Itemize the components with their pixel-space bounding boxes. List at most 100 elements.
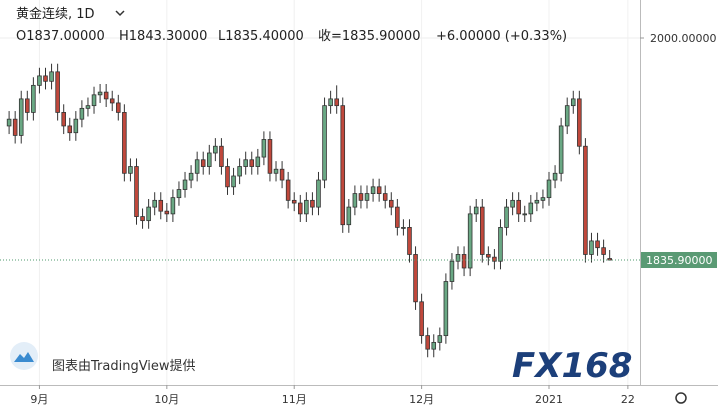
candle-body — [601, 247, 606, 255]
ohlc-close: 收=1835.90000 — [318, 29, 420, 44]
candle-body — [12, 118, 18, 136]
x-tick-label: 10月 — [154, 393, 179, 406]
candle-body — [322, 105, 327, 181]
candle-body — [273, 168, 279, 174]
candle-body — [407, 227, 412, 255]
candle-body — [49, 71, 54, 82]
candle-body — [140, 216, 145, 222]
candle-body — [304, 199, 309, 215]
candle-body — [158, 199, 164, 212]
y-tick-label: 2000.00000 — [650, 32, 716, 45]
candle-body — [249, 159, 255, 167]
ohlc-change: +6.00000 (+0.33%) — [436, 29, 567, 44]
candle-body — [595, 240, 600, 249]
candle-body — [486, 254, 491, 258]
dropdown-icon[interactable] — [115, 10, 125, 17]
candle-body — [358, 193, 364, 201]
candle-body — [316, 179, 321, 208]
price-label-box — [641, 252, 717, 269]
candle-body — [437, 335, 443, 343]
candle-body — [200, 159, 206, 167]
candle-body — [61, 112, 66, 127]
candle-body — [170, 197, 176, 215]
candle-body — [443, 281, 449, 337]
candle-body — [116, 102, 121, 113]
price-label: 1835.90000 — [646, 254, 712, 267]
candle-body — [134, 166, 139, 217]
candle-body — [152, 199, 157, 208]
candle-body — [419, 301, 424, 337]
ohlc-open: O1837.00000 — [16, 29, 105, 44]
candle-body — [18, 98, 24, 136]
candle-body — [285, 179, 291, 201]
symbol[interactable]: 黄金连续, 1D — [16, 6, 95, 22]
candle-body — [534, 199, 540, 204]
settings-icon[interactable] — [675, 392, 687, 404]
x-tick-label: 12月 — [409, 393, 434, 406]
candle-body — [570, 98, 576, 107]
candle-body — [146, 206, 151, 222]
candle-body — [231, 175, 236, 188]
candle-body — [237, 166, 242, 177]
candle-body — [55, 71, 60, 113]
candle-body — [213, 145, 218, 154]
candle-body — [455, 254, 461, 262]
candle-body — [97, 91, 103, 96]
candles — [0, 0, 640, 385]
candle-body — [552, 172, 558, 181]
candle-body — [25, 98, 30, 113]
candle-body — [516, 199, 521, 215]
ohlc-high: H1843.30000 — [119, 29, 207, 44]
candle-body — [583, 145, 588, 255]
candle-body — [431, 341, 437, 350]
candle-body — [364, 193, 370, 201]
logo: FX168 — [512, 346, 632, 386]
candle-body — [207, 152, 212, 167]
badge-icon[interactable] — [10, 342, 38, 370]
candle-body — [103, 91, 109, 100]
candle-body — [219, 145, 224, 167]
candle-body — [449, 260, 455, 282]
candle-body — [6, 118, 12, 127]
candle-body — [467, 213, 473, 269]
candle-body — [376, 186, 382, 194]
candle-body — [340, 105, 346, 226]
candle-body — [291, 199, 297, 204]
candle-body — [31, 84, 36, 113]
candle-body — [164, 210, 170, 215]
candle-body — [255, 156, 261, 167]
candle-body — [188, 172, 194, 181]
candle-body — [310, 199, 315, 208]
tradingview-badge[interactable]: 图表由TradingView提供 — [10, 342, 196, 374]
candle-body — [492, 256, 497, 262]
x-tick-label: 11月 — [282, 393, 307, 406]
candle-body — [589, 240, 594, 255]
candle-body — [346, 206, 352, 226]
candle-body — [225, 166, 230, 188]
candle-body — [182, 179, 188, 190]
candle-body — [122, 112, 127, 174]
candle-body — [388, 199, 394, 208]
watermark[interactable]: 图表由TradingView提供 — [52, 358, 196, 374]
x-tick-label: 22 — [621, 393, 635, 406]
candle-body — [370, 186, 376, 194]
candle-body — [473, 206, 479, 215]
candle-body — [279, 168, 285, 181]
candle-body — [79, 107, 85, 120]
candle-body — [261, 139, 267, 158]
candle-body — [85, 105, 91, 109]
candle-body — [176, 189, 182, 199]
candle-body — [128, 166, 133, 174]
candle-body — [352, 193, 358, 208]
candle-body — [243, 159, 248, 167]
candle-body — [540, 197, 546, 201]
candle-body — [546, 179, 552, 199]
candle-body — [328, 98, 333, 107]
x-tick-label: 9月 — [30, 393, 48, 406]
candle-body — [461, 254, 467, 269]
candle-body — [382, 193, 388, 201]
candle-body — [577, 98, 582, 147]
x-tick-label: 2021 — [535, 393, 563, 406]
